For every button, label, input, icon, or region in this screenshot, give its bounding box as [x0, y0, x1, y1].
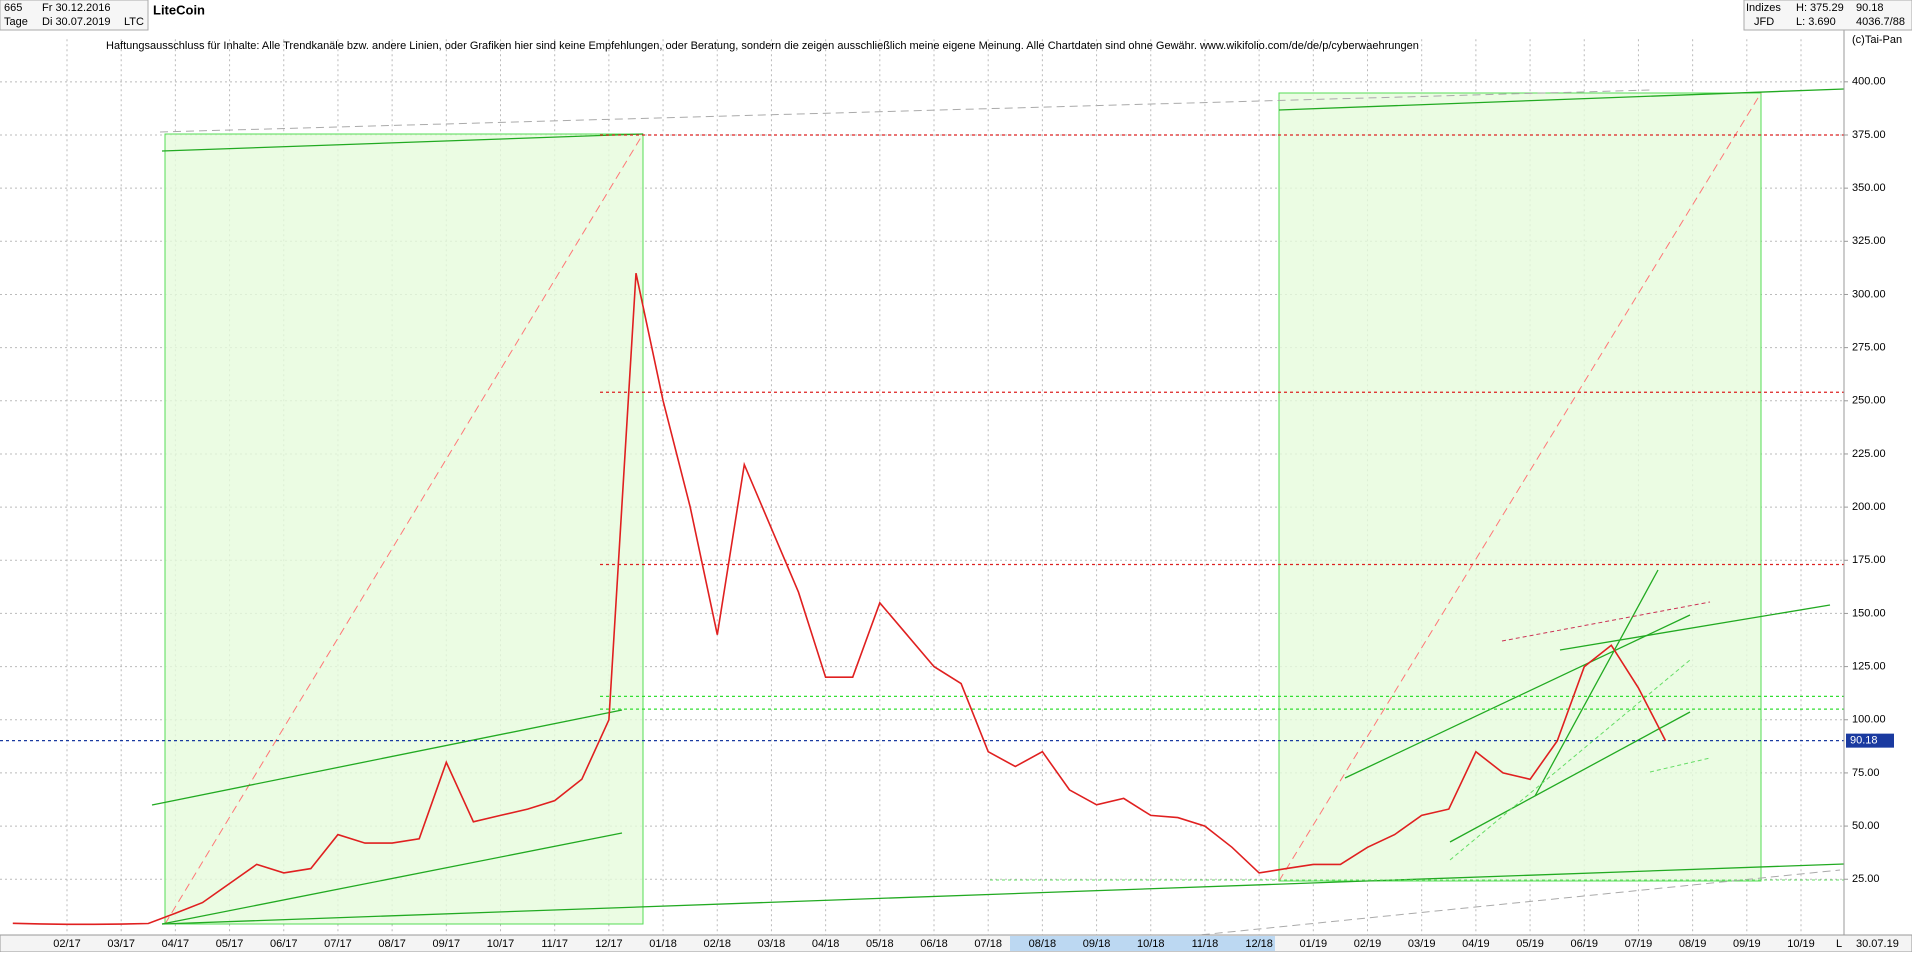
- copyright: (c)Tai-Pan: [1852, 34, 1902, 46]
- reference-lines: [0, 134, 1844, 742]
- y-tick-label: 200.00: [1852, 501, 1886, 513]
- header-box: [0, 0, 149, 31]
- drawings: [151, 88, 1845, 941]
- volume: 4036.7/88: [1856, 16, 1905, 28]
- x-tick-label: 02/18: [703, 938, 731, 950]
- x-tick-label: 09/18: [1083, 938, 1111, 950]
- x-tick-label: 10/19: [1787, 938, 1815, 950]
- trend-line: [161, 863, 1845, 925]
- y-tick-label: 75.00: [1852, 767, 1880, 779]
- last-price-box: [1846, 733, 1894, 748]
- x-tick-label: 08/18: [1029, 938, 1057, 950]
- trend-line: [1559, 604, 1831, 651]
- x-tick-label: 02/17: [53, 938, 81, 950]
- y-tick-label: 250.00: [1852, 395, 1886, 407]
- x-tick-label: 07/17: [324, 938, 352, 950]
- trend-line: [1449, 659, 1691, 861]
- x-tick-label: 06/19: [1570, 938, 1598, 950]
- x-tick-label: 11/18: [1192, 938, 1219, 950]
- x-tick-label: 09/19: [1733, 938, 1761, 950]
- x-tick-label: 02/19: [1354, 938, 1382, 950]
- y-tick-label: 25.00: [1852, 873, 1880, 885]
- last-price-label: 90.18: [1850, 735, 1878, 747]
- period: Tage: [4, 16, 28, 28]
- x-tick-label: 06/17: [270, 938, 298, 950]
- trend-line: [1278, 88, 1845, 111]
- x-tick-label: 01/19: [1300, 938, 1328, 950]
- x-tick-label: 08/17: [378, 938, 406, 950]
- x-tick-label: 05/18: [866, 938, 894, 950]
- x-tick-label: 04/17: [162, 938, 190, 950]
- bar-count: 665: [4, 2, 22, 14]
- scale-mode: L: [1836, 938, 1842, 950]
- trend-line: [151, 709, 623, 806]
- x-tick-label: 10/17: [487, 938, 515, 950]
- y-tick-label: 350.00: [1852, 182, 1886, 194]
- price-line: [12, 273, 1667, 926]
- y-tick-label: 375.00: [1852, 129, 1886, 141]
- trend-line: [164, 133, 644, 925]
- y-tick-label: 400.00: [1852, 76, 1886, 88]
- trend-line: [161, 832, 623, 925]
- x-axis-highlight: [1010, 936, 1275, 951]
- x-tick-label: 03/18: [758, 938, 786, 950]
- trend-line: [161, 133, 644, 152]
- trend-line: [1501, 601, 1711, 642]
- x-tick-label: 05/19: [1516, 938, 1544, 950]
- trend-line: [1449, 711, 1691, 843]
- x-tick-label: 11/17: [541, 938, 568, 950]
- y-tick-label: 150.00: [1852, 607, 1886, 619]
- x-tick-label: 05/17: [216, 938, 244, 950]
- axes: 25.00 50.00 75.00 100.00 125.00 150.00 175.00 2…: [53, 76, 1894, 950]
- y-tick-label: 50.00: [1852, 820, 1880, 832]
- y-tick-label: 325.00: [1852, 235, 1886, 247]
- high: H: 375.29: [1796, 2, 1844, 14]
- x-tick-label: 12/17: [595, 938, 623, 950]
- y-tick-label: 100.00: [1852, 714, 1886, 726]
- y-tick-label: 175.00: [1852, 554, 1886, 566]
- end-date: Di 30.07.2019: [42, 16, 111, 28]
- info-box: [1743, 0, 1912, 31]
- footer-date: 30.07.19: [1856, 938, 1899, 950]
- y-tick-label: 300.00: [1852, 288, 1886, 300]
- y-tick-label: 125.00: [1852, 661, 1886, 673]
- low: L: 3.690: [1796, 16, 1836, 28]
- trend-line: [1534, 569, 1659, 797]
- x-tick-label: 09/17: [433, 938, 461, 950]
- trend-line: [1344, 614, 1691, 779]
- chart-subtitle: Haftungsausschluss für Inhalte: Alle Tre…: [106, 40, 1419, 52]
- symbol: LTC: [124, 16, 144, 28]
- x-tick-label: 03/19: [1408, 938, 1436, 950]
- x-tick-label: 07/18: [974, 938, 1002, 950]
- broker: JFD: [1754, 16, 1774, 28]
- last-price: 90.18: [1856, 2, 1884, 14]
- trend-line: [1649, 757, 1711, 773]
- trend-line: [1149, 869, 1841, 941]
- x-tick-label: 04/19: [1462, 938, 1490, 950]
- trend-line: [159, 89, 1651, 133]
- x-tick-label: 12/18: [1245, 938, 1273, 950]
- y-tick-label: 225.00: [1852, 448, 1886, 460]
- x-tick-label: 08/19: [1679, 938, 1707, 950]
- x-tick-label: 01/18: [649, 938, 677, 950]
- x-tick-label: 10/18: [1137, 938, 1165, 950]
- chart-title: LiteCoin: [153, 2, 205, 17]
- x-tick-label: 04/18: [812, 938, 840, 950]
- group: Indizes: [1746, 2, 1781, 14]
- x-tick-label: 07/19: [1625, 938, 1653, 950]
- y-tick-label: 275.00: [1852, 342, 1886, 354]
- trend-line: [1278, 92, 1762, 882]
- start-date: Fr 30.12.2016: [42, 2, 111, 14]
- x-tick-label: 03/17: [107, 938, 135, 950]
- plot: [12, 273, 1667, 926]
- x-tick-label: 06/18: [920, 938, 948, 950]
